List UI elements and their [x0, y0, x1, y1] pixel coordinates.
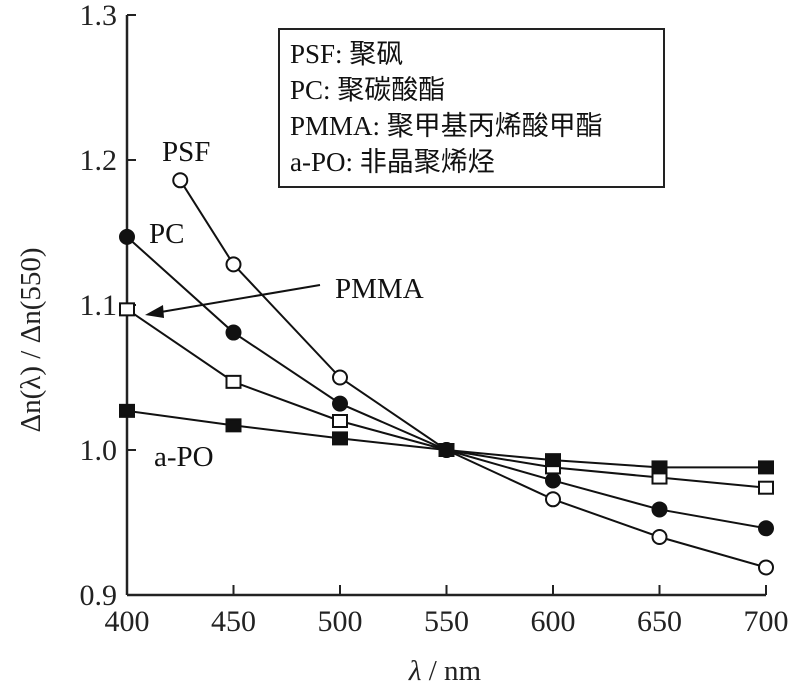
series-label-pmma: PMMA: [335, 273, 424, 305]
filled-circle-marker: [545, 472, 561, 489]
x-axis-lambda: λ: [408, 655, 422, 687]
x-tick-label: 700: [744, 605, 789, 638]
open-square-marker: [119, 302, 135, 317]
filled-square-marker: [545, 453, 561, 468]
series-a-po: [119, 403, 774, 475]
filled-square-marker: [225, 418, 242, 433]
y-tick-label: 1.1: [80, 289, 118, 322]
y-tick-label: 0.9: [80, 579, 118, 612]
filled-circle-marker: [651, 501, 668, 518]
series-line: [126, 409, 766, 469]
series-line: [126, 308, 767, 489]
filled-circle-marker: [119, 228, 135, 245]
open-circle-marker: [225, 256, 242, 273]
x-tick-label: 550: [424, 605, 469, 638]
y-tick-label: 1.0: [80, 434, 118, 467]
open-square-marker: [225, 374, 242, 389]
series-label-apo: a-PO: [154, 441, 214, 473]
legend-entry-psf: PSF: 聚砜: [290, 39, 404, 69]
filled-circle-marker: [225, 324, 242, 341]
x-tick-label: 600: [531, 605, 576, 638]
filled-square-marker: [758, 460, 774, 475]
filled-circle-marker: [332, 395, 348, 412]
open-circle-marker: [172, 172, 189, 189]
y-tick-label: 1.3: [80, 0, 118, 32]
pmma-arrow: [145, 284, 321, 318]
filled-square-marker: [651, 460, 668, 475]
open-square-marker: [332, 414, 348, 428]
filled-circle-marker: [758, 520, 774, 537]
x-tick-label: 450: [211, 605, 256, 638]
series-line: [126, 236, 767, 530]
y-tick-label: 1.2: [80, 144, 118, 177]
series-label-pc: PC: [149, 218, 184, 250]
x-axis-unit: / nm: [421, 655, 481, 687]
legend-box: PSF: 聚砜 PC: 聚碳酸酯 PMMA: 聚甲基丙烯酸甲酯 a-PO: 非晶…: [278, 28, 665, 188]
filled-square-marker: [438, 443, 455, 457]
axes: 0.9 1.0 1.1 1.2 1.3 400 450 500 550 600 650 700: [80, 0, 789, 638]
legend-entry-pc: PC: 聚碳酸酯: [290, 75, 446, 105]
open-circle-marker: [545, 491, 561, 508]
x-tick-label: 650: [637, 605, 682, 638]
series-pmma: [119, 302, 774, 495]
open-circle-marker: [758, 559, 774, 576]
x-tick-label: 500: [318, 605, 363, 638]
x-tick-label: 400: [105, 605, 150, 638]
open-square-marker: [758, 480, 774, 495]
series-line: [179, 179, 767, 569]
open-circle-marker: [651, 529, 668, 545]
series-layer: [119, 172, 774, 576]
series-pc: [119, 228, 774, 537]
open-circle-marker: [332, 369, 348, 386]
series-label-psf: PSF: [162, 136, 210, 168]
legend-entry-pmma: PMMA: 聚甲基丙烯酸甲酯: [290, 111, 603, 141]
filled-square-marker: [119, 403, 135, 418]
legend-entry-apo: a-PO: 非晶聚烯烃: [290, 147, 495, 177]
filled-square-marker: [332, 431, 348, 446]
x-axis-title: λ / nm: [408, 655, 482, 687]
y-axis-title: Δn(λ) / Δn(550): [15, 247, 47, 432]
